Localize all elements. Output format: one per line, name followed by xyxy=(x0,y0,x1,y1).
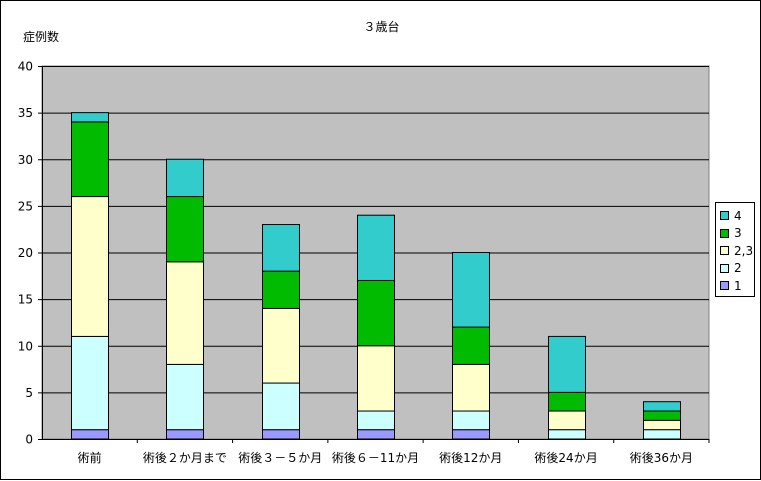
bar-segment xyxy=(262,270,300,309)
bar-segment xyxy=(357,429,395,440)
bar-segment xyxy=(452,326,490,365)
y-tick-label: 10 xyxy=(18,339,33,353)
x-tick-label: 術後12か月 xyxy=(439,451,502,465)
bar-segment xyxy=(262,382,300,431)
y-tick-label: 15 xyxy=(18,293,33,307)
y-tick-label: 35 xyxy=(18,106,33,120)
bar-segment xyxy=(548,335,586,393)
x-tick-label: 術後６－11か月 xyxy=(332,451,419,465)
bar-segment xyxy=(643,419,681,431)
y-tick-label: 0 xyxy=(25,433,33,447)
bar-segment xyxy=(71,121,109,198)
y-tick-label: 25 xyxy=(18,199,33,213)
bar-segment xyxy=(166,363,204,431)
legend-label: 2 xyxy=(734,261,742,276)
bar-segment xyxy=(548,391,586,412)
bar-segment xyxy=(452,252,490,328)
bar-segment xyxy=(643,410,681,421)
bar-segment xyxy=(643,401,681,412)
legend-item: 3 xyxy=(720,225,754,243)
bar-segment xyxy=(166,196,204,263)
legend-label: 3 xyxy=(734,226,742,241)
x-tick-label: 術前 xyxy=(78,450,102,465)
bar-segment xyxy=(262,429,300,440)
bar-segment xyxy=(548,410,586,431)
legend-swatch xyxy=(720,228,729,238)
bar-segment xyxy=(452,429,490,440)
legend-swatch xyxy=(720,281,729,291)
legend-swatch xyxy=(720,246,729,256)
legend-swatch xyxy=(720,211,729,221)
bar-segment xyxy=(71,429,109,440)
bar-segment xyxy=(166,429,204,440)
bar-segment xyxy=(548,429,586,440)
legend-item: 1 xyxy=(720,277,754,295)
legend-swatch xyxy=(720,263,729,273)
legend-label: 1 xyxy=(734,278,742,293)
bar-segment xyxy=(71,112,109,123)
bar-segment xyxy=(452,363,490,412)
x-tick-label: 術後36か月 xyxy=(630,451,693,465)
x-tick-label: 術後３－５か月 xyxy=(238,451,322,465)
legend: 4 3 2,3 2 1 xyxy=(715,202,755,297)
bar-segment xyxy=(71,196,109,337)
bar-segment xyxy=(262,224,300,272)
legend-item: 2,3 xyxy=(720,242,754,260)
bar-segment xyxy=(643,429,681,440)
bar-segment xyxy=(166,261,204,365)
x-tick-label: 術後２か月まで xyxy=(143,451,227,465)
bar-segment xyxy=(452,410,490,431)
y-tick-label: 30 xyxy=(18,153,33,167)
bar-segment xyxy=(166,158,204,198)
y-tick-label: 40 xyxy=(18,60,33,74)
y-tick-label: 20 xyxy=(18,246,33,260)
bar-segment xyxy=(262,307,300,384)
bar-segment xyxy=(357,214,395,281)
legend-label: 2,3 xyxy=(734,243,754,258)
legend-label: 4 xyxy=(734,208,742,223)
bar-segment xyxy=(71,335,109,431)
bar-segment xyxy=(357,279,395,347)
bar-segment xyxy=(357,345,395,412)
chart-title: ３歳台 xyxy=(363,20,400,34)
y-axis-label: 症例数 xyxy=(23,30,60,44)
y-tick-label: 5 xyxy=(25,386,33,400)
x-tick-label: 術後24か月 xyxy=(534,451,597,465)
legend-item: 4 xyxy=(720,207,754,225)
legend-item: 2 xyxy=(720,260,754,278)
bar-segment xyxy=(357,410,395,431)
